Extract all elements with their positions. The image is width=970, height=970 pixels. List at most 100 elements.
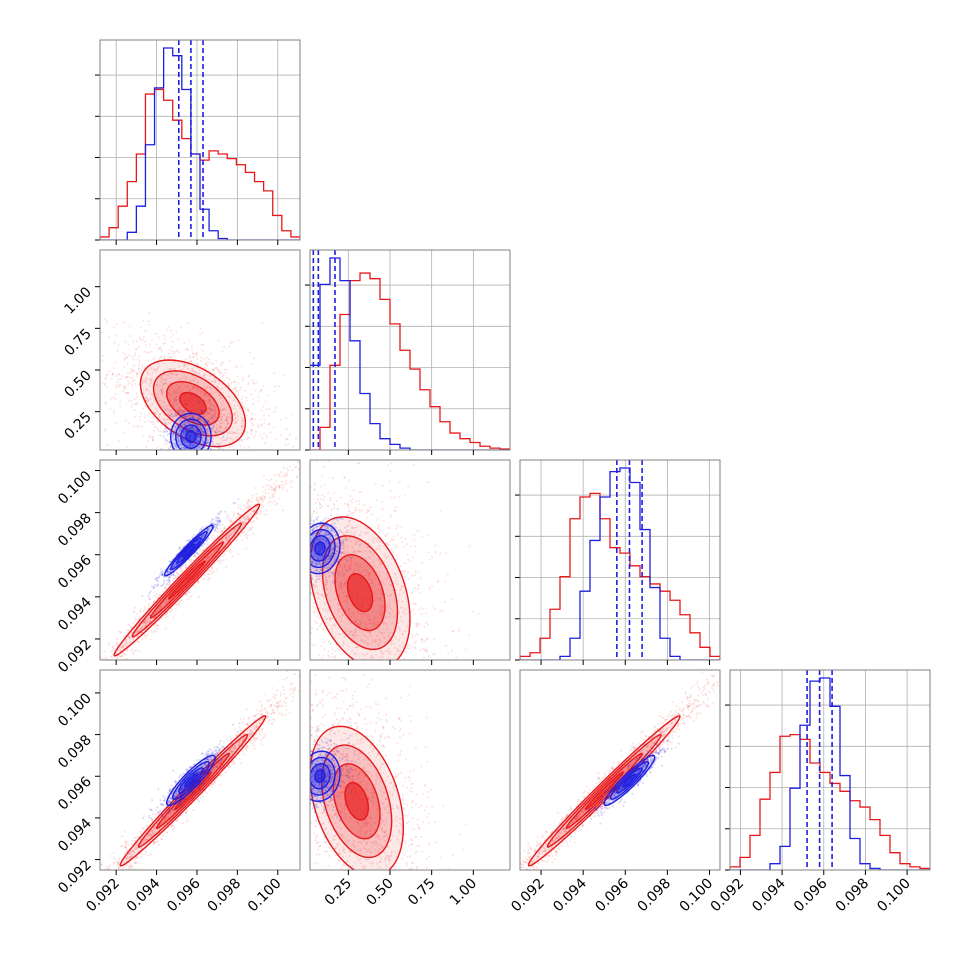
sample-point xyxy=(196,551,198,554)
sample-point xyxy=(193,555,196,557)
sample-point xyxy=(195,372,198,374)
sample-point xyxy=(263,498,266,501)
sample-point xyxy=(229,518,232,521)
sample-point xyxy=(188,339,191,342)
sample-point xyxy=(150,381,153,384)
sample-point xyxy=(80,678,82,680)
sample-point xyxy=(97,379,99,381)
sample-point xyxy=(198,425,201,428)
sample-point xyxy=(205,356,208,359)
sample-point xyxy=(229,429,232,432)
sample-point xyxy=(204,392,207,395)
sample-point xyxy=(114,661,116,663)
sample-point xyxy=(174,427,177,430)
sample-point xyxy=(250,429,253,432)
sample-point xyxy=(151,417,154,420)
sample-point xyxy=(285,438,288,441)
sample-point xyxy=(162,583,164,586)
sample-point xyxy=(168,583,171,586)
sample-point xyxy=(243,516,246,519)
sample-point xyxy=(181,419,184,422)
sample-point xyxy=(223,407,226,410)
sample-point xyxy=(183,441,186,443)
sample-point xyxy=(176,457,178,459)
sample-point xyxy=(184,564,187,567)
sample-point xyxy=(227,514,230,517)
sample-point xyxy=(127,372,130,375)
sample-point xyxy=(237,512,240,515)
sample-point xyxy=(203,446,206,449)
sample-point xyxy=(143,606,146,609)
sample-point xyxy=(169,414,172,417)
sample-point xyxy=(284,475,287,477)
sample-point xyxy=(251,418,253,421)
histogram-panel-p3 xyxy=(725,669,931,875)
sample-point xyxy=(406,644,409,647)
sample-point xyxy=(207,439,210,442)
sample-point xyxy=(92,689,94,691)
sample-point xyxy=(261,406,264,408)
sample-point xyxy=(213,373,216,376)
sample-point xyxy=(250,513,252,516)
sample-point xyxy=(143,416,146,419)
sample-point xyxy=(209,401,212,403)
sample-point xyxy=(239,514,242,517)
sample-point xyxy=(166,356,169,359)
sample-point xyxy=(334,655,337,658)
sample-point xyxy=(189,360,192,363)
sample-point xyxy=(215,433,218,435)
sample-point xyxy=(183,434,186,437)
sample-point xyxy=(117,378,120,381)
sample-point xyxy=(157,362,160,365)
sample-point xyxy=(201,349,204,352)
sample-point xyxy=(174,414,177,417)
sample-point xyxy=(172,415,175,418)
sample-point xyxy=(280,484,283,487)
sample-point xyxy=(252,510,255,513)
sample-point xyxy=(240,424,243,427)
sample-point xyxy=(194,371,197,373)
sample-point xyxy=(244,456,246,458)
sample-point xyxy=(170,356,173,359)
sample-point xyxy=(185,429,188,432)
panel-background xyxy=(100,40,300,240)
sample-point xyxy=(138,367,141,370)
sample-point xyxy=(128,399,131,402)
sample-point xyxy=(193,386,196,389)
sample-point xyxy=(206,451,208,453)
sample-point xyxy=(232,431,235,434)
sample-point xyxy=(195,352,198,355)
sample-point xyxy=(113,409,116,412)
sample-point xyxy=(305,652,307,654)
sample-point xyxy=(200,343,203,346)
sample-point xyxy=(177,451,179,453)
sample-point xyxy=(180,420,183,423)
sample-point xyxy=(195,442,198,445)
sample-point xyxy=(269,500,272,503)
sample-point xyxy=(248,454,250,456)
sample-point xyxy=(177,455,179,457)
sample-point xyxy=(164,408,167,411)
sample-point xyxy=(208,399,211,402)
sample-point xyxy=(147,604,150,607)
sample-point xyxy=(183,430,186,432)
sample-point xyxy=(226,513,228,516)
sample-point xyxy=(233,412,236,415)
sample-point xyxy=(173,398,176,401)
sample-point xyxy=(252,497,254,500)
sample-point xyxy=(185,415,188,418)
sample-point xyxy=(137,367,140,370)
sample-point xyxy=(314,621,317,624)
sample-point xyxy=(203,577,206,580)
sample-point xyxy=(205,556,208,559)
sample-point xyxy=(225,550,228,553)
sample-point xyxy=(179,443,182,446)
sample-point xyxy=(200,442,203,445)
sample-point xyxy=(228,450,230,452)
sample-point xyxy=(283,473,286,476)
sample-point xyxy=(137,425,140,428)
sample-point xyxy=(237,503,240,506)
sample-point xyxy=(161,590,164,593)
sample-point xyxy=(151,435,154,438)
sample-point xyxy=(215,547,218,550)
